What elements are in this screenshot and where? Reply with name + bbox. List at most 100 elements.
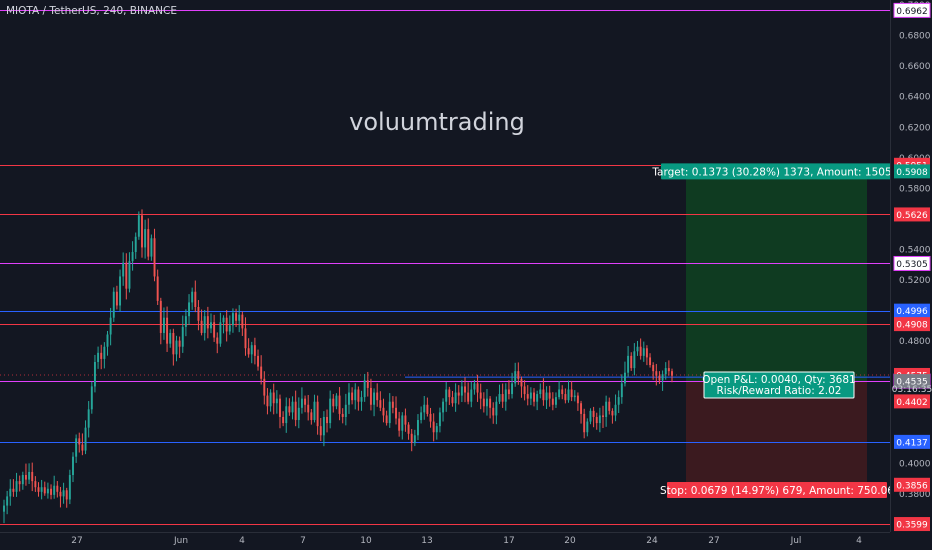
candle-body — [282, 416, 285, 424]
level-badge-text: 0.3599 — [896, 521, 928, 531]
x-tick-label: 27 — [71, 536, 82, 546]
y-tick-label: 0.4000 — [899, 459, 931, 469]
candle-body — [150, 238, 153, 257]
y-tick-label: 0.5400 — [899, 245, 931, 255]
level-badge-text: 0.4908 — [896, 321, 928, 331]
candle-body — [244, 328, 247, 349]
candle-body — [595, 416, 598, 424]
candle-body — [598, 415, 601, 424]
candle-body — [570, 389, 573, 398]
candle-body — [50, 488, 53, 495]
candle-body — [159, 300, 162, 333]
candle-body — [9, 488, 12, 497]
candle-body — [313, 401, 316, 421]
stop-label-bg — [667, 482, 887, 498]
candle-body — [554, 397, 557, 405]
price-axis-bg — [890, 0, 932, 550]
y-tick-label: 0.6800 — [899, 32, 931, 42]
candle-body — [188, 302, 191, 317]
candle-body — [68, 475, 71, 500]
candle-body — [72, 456, 74, 476]
candle-body — [360, 397, 363, 402]
candle-body — [649, 357, 652, 366]
price-badge-bg — [894, 477, 930, 492]
candle-body — [78, 438, 81, 445]
candle-body — [291, 401, 294, 413]
target-label-bg — [661, 163, 893, 180]
candle-body — [112, 291, 115, 318]
candle-body — [62, 490, 65, 497]
x-tick-label: 24 — [646, 536, 658, 546]
candle-body — [470, 389, 473, 402]
candle-body — [335, 395, 338, 407]
candle-body — [56, 485, 59, 492]
candle-body — [213, 322, 216, 338]
candle-body — [583, 413, 586, 433]
chart-title: MIOTA / TetherUS, 240, BINANCE — [6, 5, 177, 17]
candle-body — [633, 351, 636, 369]
stop-label: Stop: 0.0679 (14.97%) 679, Amount: 750.0… — [660, 482, 894, 498]
candle-body — [423, 404, 426, 413]
candle-body — [341, 413, 344, 417]
price-badge-bg — [894, 374, 930, 389]
candle-body — [216, 337, 219, 344]
price-badge-text: 0.4535 — [896, 378, 928, 388]
target-zone — [686, 171, 867, 382]
candle-body — [250, 345, 253, 355]
stop-label-text: Stop: 0.0679 (14.97%) 679, Amount: 750.0… — [660, 485, 894, 497]
candle-body — [87, 409, 90, 428]
candle-body — [231, 313, 234, 326]
candle-body — [464, 386, 466, 393]
y-tick-label: 0.4800 — [899, 337, 931, 347]
candle-body — [122, 262, 125, 277]
candle-body — [454, 392, 457, 404]
candle-body — [420, 412, 423, 421]
candle-body — [451, 397, 454, 404]
level-badge: 0.4996 — [894, 303, 930, 318]
candle-body — [288, 406, 291, 413]
candle-body — [106, 334, 109, 347]
candle-body — [247, 348, 250, 355]
candle-body — [382, 407, 385, 416]
candle-body — [608, 401, 611, 411]
candle-body — [514, 371, 517, 384]
level-badge-bg — [894, 517, 930, 532]
level-badge: 0.4908 — [894, 317, 930, 332]
candle-body — [645, 348, 648, 358]
candle-body — [373, 392, 376, 405]
candle-body — [260, 366, 263, 379]
candle-body — [435, 426, 438, 433]
candle-body — [664, 368, 667, 375]
candle-body — [504, 389, 507, 402]
candle-body — [310, 412, 313, 421]
candle-body — [253, 345, 256, 356]
candle-body — [84, 427, 87, 451]
candle-body — [184, 316, 187, 327]
candle-body — [520, 378, 523, 387]
x-tick-label: Jul — [790, 536, 802, 546]
candle-body — [53, 485, 56, 495]
candle-body — [473, 383, 476, 390]
level-badge-text: 0.6962 — [896, 7, 928, 17]
candle-body — [602, 415, 604, 417]
candle-body — [266, 395, 269, 407]
candle-body — [536, 394, 539, 402]
candle-body — [401, 415, 404, 431]
candle-body — [97, 352, 100, 362]
candle-body — [580, 403, 583, 414]
candle-body — [109, 317, 112, 335]
candle-body — [445, 389, 448, 402]
candle-body — [156, 276, 159, 301]
candle-body — [539, 389, 542, 395]
candle-body — [620, 383, 623, 398]
candle-body — [489, 398, 492, 408]
candle-body — [225, 317, 228, 332]
candle-body — [482, 398, 485, 407]
level-badge-text: 0.5305 — [896, 260, 928, 270]
price-badge-bg — [894, 164, 930, 179]
candle-body — [501, 394, 504, 402]
level-badge-text: 0.5626 — [896, 211, 928, 221]
candle-body — [279, 398, 281, 417]
candle-body — [137, 215, 140, 237]
